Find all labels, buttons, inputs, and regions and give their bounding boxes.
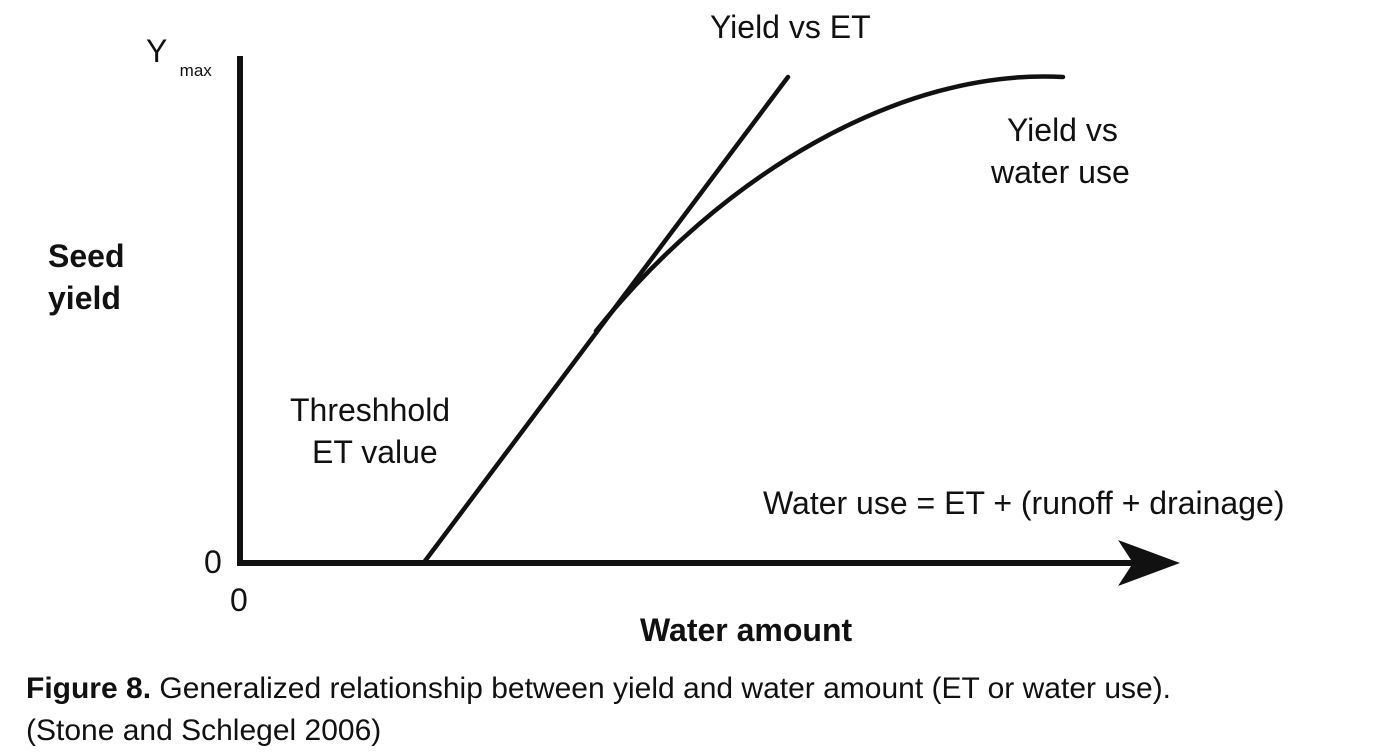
yield-vs-water-use-label-line2: water use — [990, 154, 1130, 190]
y-zero-label: 0 — [204, 544, 222, 580]
x-zero-label: 0 — [230, 582, 248, 618]
caption-line-1: Figure 8. Generalized relationship betwe… — [26, 668, 1386, 710]
x-axis-label: Water amount — [640, 612, 853, 648]
caption-figure-number: Figure 8. — [26, 672, 152, 705]
y-max-label: Y max — [146, 33, 212, 80]
threshold-label-line1: Threshhold — [290, 392, 450, 428]
y-axis-label-line1: Seed — [48, 238, 124, 274]
caption-citation: (Stone and Schlegel 2006) — [26, 714, 382, 747]
yield-vs-et-label: Yield vs ET — [710, 9, 871, 45]
y-max-label-sub: max — [180, 61, 213, 80]
x-axis-arrowhead — [1118, 540, 1180, 586]
threshold-label-line2: ET value — [312, 434, 438, 470]
figure-caption: Figure 8. Generalized relationship betwe… — [26, 668, 1386, 752]
yield-vs-water-use-label-line1: Yield vs — [1007, 112, 1118, 148]
yield-water-diagram: Y max Seed yield 0 0 Water amount Yield … — [48, 9, 1284, 648]
yield-vs-water-use-curve — [593, 74, 1066, 334]
water-use-equation-label: Water use = ET + (runoff + drainage) — [763, 485, 1284, 521]
y-axis-label-line2: yield — [48, 280, 121, 316]
caption-text: Generalized relationship between yield a… — [151, 672, 1172, 705]
y-max-label-main: Y — [146, 33, 167, 69]
